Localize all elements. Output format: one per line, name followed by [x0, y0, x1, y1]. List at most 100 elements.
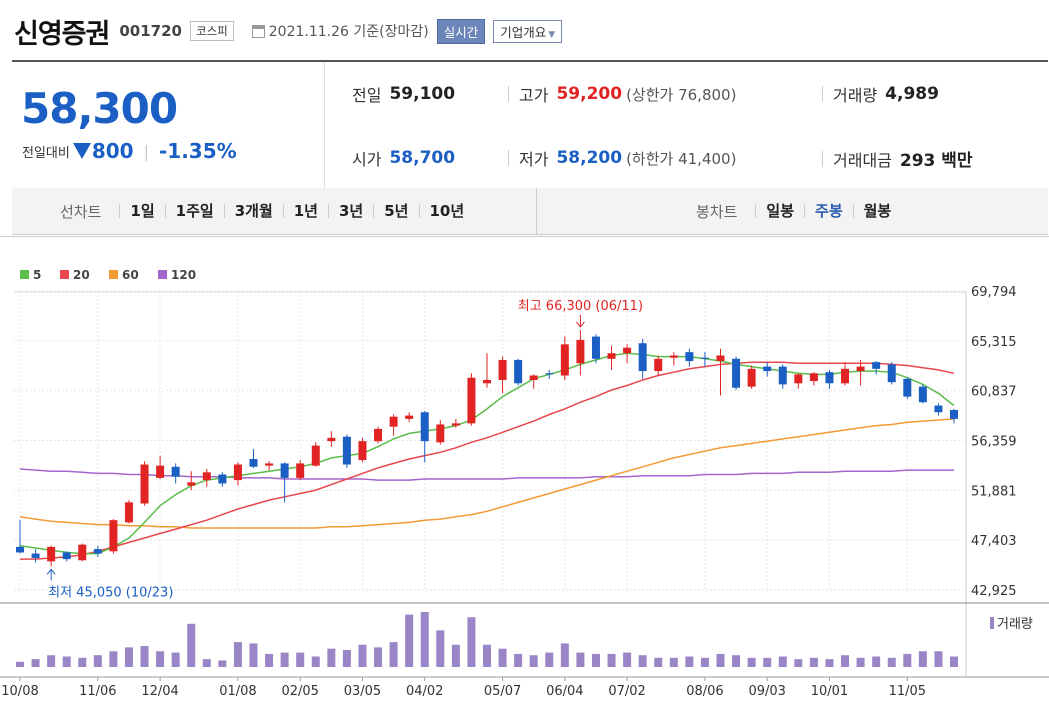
- y-tick-label: 42,925: [971, 584, 1017, 599]
- candle-body: [156, 465, 165, 478]
- candle-daily[interactable]: 일봉: [755, 204, 804, 219]
- price-box: 58,300 전일대비 800 | -1.35%: [12, 62, 325, 188]
- low-label: 저가: [519, 150, 549, 169]
- company-info-dropdown[interactable]: 기업개요 ▼: [493, 19, 563, 43]
- candle-body: [16, 546, 24, 553]
- candle-body: [514, 359, 523, 384]
- candle-body: [311, 445, 320, 466]
- candle-weekly[interactable]: 주봉: [804, 204, 853, 219]
- candle-body: [218, 474, 227, 484]
- candle-body: [545, 373, 554, 375]
- candle-body: [374, 428, 383, 442]
- candle-body: [918, 386, 927, 403]
- candle-body: [93, 549, 102, 554]
- period-1y[interactable]: 1년: [282, 204, 328, 219]
- x-tick-label: 01/08: [219, 684, 256, 699]
- candle-body: [576, 339, 585, 364]
- x-tick-label: 06/04: [546, 684, 583, 699]
- candle-body: [529, 375, 538, 380]
- upper-limit: (상한가 76,800): [626, 85, 737, 104]
- ma20-line: [20, 361, 955, 560]
- volume-bar: [654, 657, 663, 667]
- volume-cell: 거래량 4,989: [822, 82, 939, 106]
- calendar-icon: [251, 24, 265, 38]
- grid: [0, 290, 1049, 678]
- candle-chart-periods: 봉차트 일봉 주봉 월봉: [696, 188, 901, 234]
- period-5y[interactable]: 5년: [373, 204, 418, 219]
- volume-bar: [342, 649, 351, 667]
- current-price: 58,300: [21, 84, 178, 133]
- candle-body: [436, 424, 445, 443]
- high-label: 고가: [519, 86, 549, 105]
- legend-swatch: [158, 270, 167, 279]
- volume-bar: [934, 651, 943, 667]
- market-badge: 코스피: [190, 21, 234, 41]
- candle-body: [669, 355, 678, 358]
- volume-legend-label: 거래량: [997, 617, 1033, 632]
- volume-bar: [311, 656, 320, 667]
- high-arrowhead: [576, 321, 585, 328]
- volume-bar: [872, 656, 881, 667]
- y-tick-label: 51,881: [971, 484, 1017, 499]
- legend-label: 5: [33, 268, 41, 282]
- candle-body: [825, 372, 834, 384]
- volume-bar: [202, 659, 211, 667]
- candle-body: [389, 416, 398, 427]
- candle-monthly[interactable]: 월봉: [852, 204, 902, 219]
- volume-value: 4,989: [885, 84, 939, 104]
- period-10y[interactable]: 10년: [418, 204, 475, 219]
- volume-bar: [389, 642, 398, 667]
- realtime-button[interactable]: 실시간: [436, 18, 486, 44]
- volume-bar: [451, 644, 460, 667]
- volume-bar: [763, 657, 772, 667]
- caret-down-icon: ▼: [548, 29, 556, 40]
- volume-legend-swatch: [990, 617, 994, 629]
- volume-bar: [358, 644, 367, 667]
- period-3m[interactable]: 3개월: [223, 204, 283, 219]
- volume-bar: [498, 648, 507, 667]
- candle-body: [483, 379, 491, 384]
- volume-bar: [607, 653, 616, 667]
- x-tick-label: 11/05: [889, 684, 926, 699]
- candle-body: [607, 353, 616, 359]
- candle-body: [202, 472, 211, 481]
- volume-bar: [374, 647, 383, 667]
- candle-body: [763, 366, 772, 372]
- x-tick-label: 07/02: [608, 684, 645, 699]
- divider: [508, 86, 509, 102]
- period-1w[interactable]: 1주일: [164, 204, 224, 219]
- period-selector: 선차트 1일 1주일 3개월 1년 3년 5년 10년 봉차트 일봉 주봉 월봉: [12, 188, 1048, 235]
- volume-bar: [78, 657, 87, 667]
- volume-bar: [109, 651, 118, 667]
- candle-body: [78, 544, 87, 561]
- volume-bar: [31, 659, 40, 667]
- open-label: 시가: [352, 150, 382, 169]
- y-tick-label: 69,794: [971, 285, 1017, 300]
- x-tick-label: 10/01: [811, 684, 848, 699]
- x-tick-label: 02/05: [281, 684, 318, 699]
- x-tick-label: 09/03: [748, 684, 785, 699]
- y-tick-label: 60,837: [971, 385, 1017, 400]
- volume-bar: [545, 652, 554, 667]
- period-3y[interactable]: 3년: [328, 204, 373, 219]
- volume-bar: [280, 652, 289, 667]
- volume-bar: [467, 617, 476, 667]
- period-1d[interactable]: 1일: [119, 204, 164, 219]
- high-annotation: 최고 66,300 (06/11): [518, 299, 643, 314]
- legend-label: 20: [73, 268, 90, 282]
- volume-bar: [62, 656, 71, 667]
- volume-bar: [296, 652, 305, 667]
- volume-bar: [405, 614, 414, 667]
- volume-bar: [47, 655, 56, 667]
- volume-bar: [794, 659, 803, 667]
- volume-bar: [778, 656, 787, 667]
- candle-body: [140, 464, 149, 504]
- candle-body: [747, 368, 756, 387]
- candle-body: [451, 423, 460, 426]
- candle-body: [124, 502, 133, 523]
- line-chart-periods: 선차트 1일 1주일 3개월 1년 3년 5년 10년: [60, 188, 474, 234]
- candle-body: [950, 410, 958, 419]
- y-tick-label: 47,403: [971, 534, 1017, 549]
- high-value: 59,200: [556, 84, 623, 104]
- volume-bar: [140, 646, 149, 667]
